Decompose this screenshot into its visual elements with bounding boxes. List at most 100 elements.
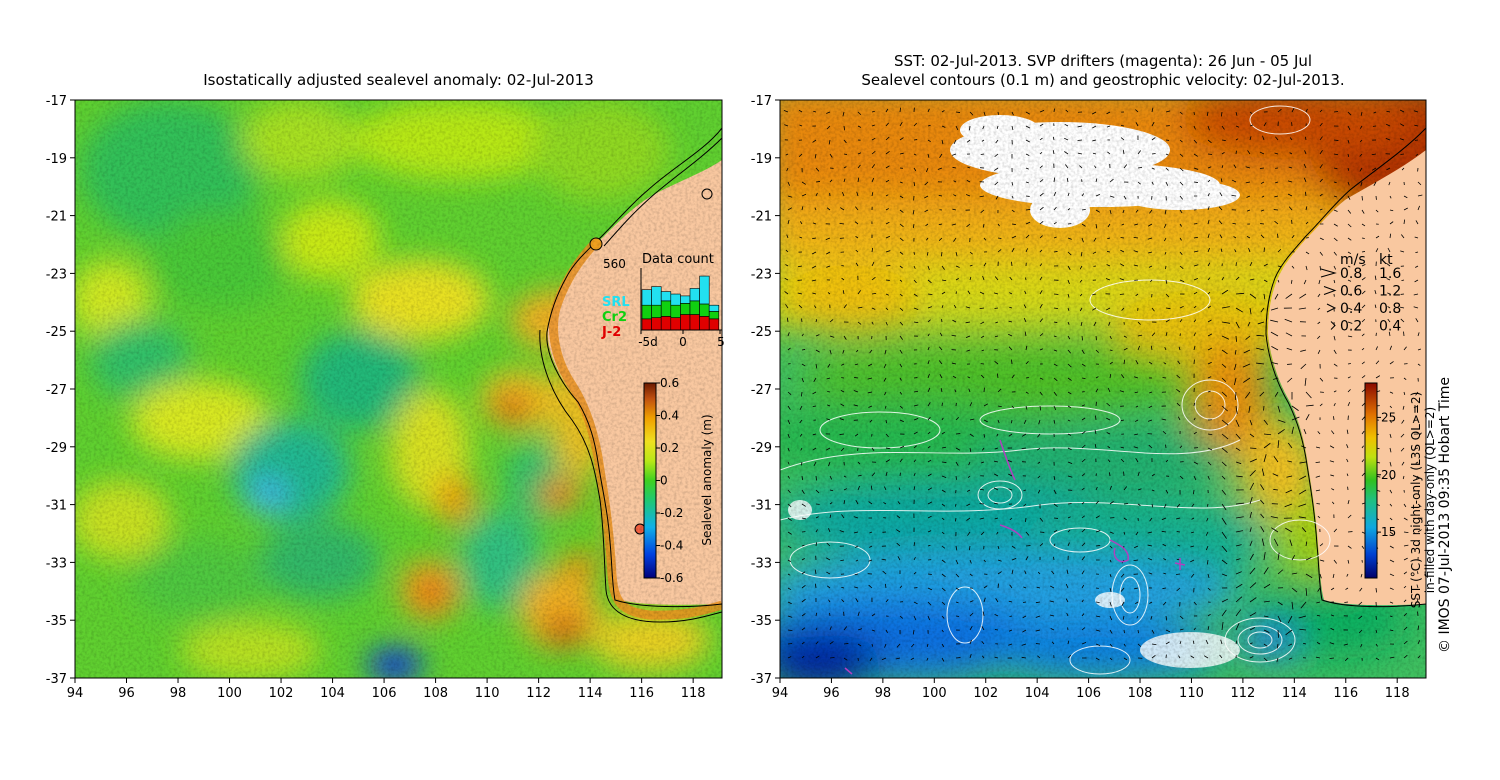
velocity-arrow: [1053, 391, 1058, 396]
velocity-arrow: [1403, 557, 1408, 561]
velocity-arrow: [1305, 265, 1308, 271]
velocity-arrow: [1009, 276, 1013, 281]
velocity-arrow: [969, 639, 972, 645]
velocity-arrow: [1401, 419, 1405, 424]
velocity-arrow: [1220, 248, 1223, 253]
velocity-arrow: [1064, 123, 1069, 127]
velocity-arrow: [843, 643, 849, 645]
velocity-arrow: [1235, 530, 1243, 533]
velocity-arrow: [967, 376, 971, 379]
velocity-arrow: [1095, 401, 1097, 407]
velocity-arrow: [969, 654, 972, 659]
velocity-arrow: [1176, 587, 1181, 592]
left-panel-ytick-label: -19: [46, 152, 67, 167]
right-panel-ytick-label: -17: [751, 94, 772, 109]
velocity-arrow: [1400, 250, 1405, 253]
geostrophic-velocity-arrows: [783, 107, 1423, 663]
velocity-arrow: [1109, 195, 1115, 198]
velocity-arrow: [839, 418, 845, 421]
velocity-arrow: [899, 458, 903, 463]
velocity-arrow: [826, 125, 831, 130]
velocity-arrow: [787, 559, 791, 562]
velocity-arrow: [1179, 237, 1182, 241]
velocity-arrow: [895, 657, 901, 660]
velocity-arrow: [913, 404, 919, 407]
left-panel-xtick-label: 110: [475, 686, 500, 701]
velocity-arrow: [1065, 109, 1069, 113]
velocity-arrow: [828, 599, 831, 603]
velocity-arrow: [941, 431, 945, 435]
velocity-arrow: [1277, 233, 1279, 239]
velocity-arrow: [843, 657, 848, 661]
velocity-arrow: [814, 153, 817, 159]
velocity-arrow: [1025, 209, 1031, 211]
velocity-arrow: [871, 307, 876, 310]
velocity-arrow: [1009, 292, 1013, 295]
velocity-arrow: [801, 206, 804, 211]
velocity-arrow: [1263, 442, 1271, 449]
velocity-arrow: [1162, 430, 1167, 435]
velocity-arrow: [1260, 513, 1265, 519]
velocity-arrow: [1319, 122, 1323, 127]
velocity-arrow: [1022, 629, 1027, 633]
velocity-arrow: [1346, 458, 1349, 463]
velocity-arrow: [1165, 615, 1168, 621]
velocity-arrow: [969, 625, 973, 631]
velocity-arrow: [1147, 223, 1153, 227]
velocity-legend-ms: 0.4: [1340, 301, 1362, 317]
velocity-arrow: [1285, 527, 1293, 533]
velocity-arrow: [1235, 447, 1241, 452]
velocity-arrow: [1415, 391, 1419, 396]
velocity-arrow: [993, 487, 999, 491]
velocity-arrow: [885, 165, 890, 169]
velocity-arrow: [1008, 320, 1013, 323]
velocity-arrow: [813, 110, 817, 113]
velocity-arrow: [1165, 279, 1168, 284]
velocity-arrow: [1123, 335, 1127, 338]
right-panel-xtick-label: 96: [823, 686, 840, 701]
velocity-arrow: [1081, 584, 1085, 589]
velocity-arrow: [883, 363, 887, 369]
velocity-arrow: [1374, 289, 1377, 295]
velocity-arrow: [885, 419, 887, 424]
velocity-arrow: [1165, 629, 1171, 633]
velocity-arrow: [1417, 332, 1420, 337]
velocity-arrow: [1333, 223, 1338, 227]
velocity-arrow: [812, 433, 817, 436]
velocity-arrow: [969, 276, 972, 281]
velocity-arrow: [815, 363, 818, 369]
velocity-arrow: [1011, 261, 1013, 267]
velocity-arrow: [1317, 321, 1321, 325]
right-panel-ytick-label: -31: [751, 499, 772, 514]
velocity-arrow: [1067, 461, 1073, 465]
velocity-arrow: [1120, 249, 1125, 253]
velocity-arrow: [1207, 333, 1213, 337]
velocity-arrow: [1277, 552, 1280, 561]
velocity-arrow: [855, 598, 859, 603]
velocity-arrow: [1035, 601, 1041, 604]
velocity-arrow: [1235, 321, 1240, 329]
velocity-arrow: [1287, 442, 1293, 449]
velocity-arrow: [1147, 419, 1153, 422]
velocity-arrow: [1317, 293, 1321, 298]
velocity-arrow: [1067, 237, 1072, 240]
velocity-arrow: [855, 499, 859, 505]
velocity-arrow: [1333, 363, 1338, 367]
velocity-arrow: [1081, 458, 1086, 463]
velocity-arrow: [913, 615, 917, 621]
velocity-arrow: [1347, 153, 1350, 157]
right-panel-xtick-label: 118: [1385, 686, 1410, 701]
velocity-arrow: [1081, 570, 1085, 575]
velocity-arrow: [1361, 347, 1365, 351]
velocity-arrow: [1164, 223, 1167, 228]
velocity-arrow: [857, 290, 861, 295]
velocity-arrow: [1053, 503, 1058, 507]
velocity-arrow: [871, 137, 876, 141]
velocity-arrow: [1193, 236, 1199, 239]
velocity-arrow: [1414, 124, 1419, 127]
velocity-arrow: [1179, 265, 1184, 269]
velocity-arrow: [1315, 489, 1321, 492]
velocity-arrow: [801, 627, 806, 631]
velocity-arrow: [1221, 363, 1227, 368]
velocity-arrow: [927, 501, 933, 505]
